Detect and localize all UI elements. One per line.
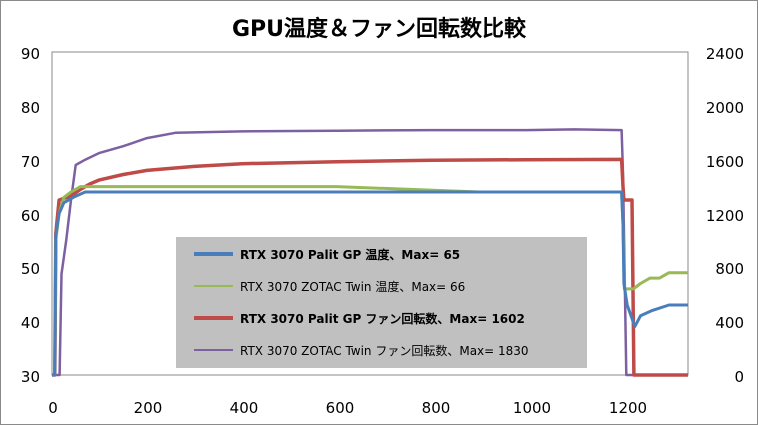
y-left-tick: 60 xyxy=(21,207,40,225)
x-tick: 800 xyxy=(422,399,451,417)
y-right-tick: 2400 xyxy=(706,45,744,63)
x-tick: 200 xyxy=(134,399,163,417)
x-tick: 1000 xyxy=(513,399,551,417)
y-right-tick: 800 xyxy=(715,260,744,278)
y-right-ticks: 2400 2000 1600 1200 800 400 0 xyxy=(706,45,744,386)
x-tick: 0 xyxy=(48,399,58,417)
x-tick: 600 xyxy=(326,399,355,417)
legend-label-palit-temp: RTX 3070 Palit GP 温度、Max= 65 xyxy=(240,247,460,262)
x-tick: 400 xyxy=(230,399,259,417)
y-right-tick: 1600 xyxy=(706,153,744,171)
legend-box xyxy=(176,237,587,368)
y-right-tick: 2000 xyxy=(706,99,744,117)
legend-label-palit-fan: RTX 3070 Palit GP ファン回転数、Max= 1602 xyxy=(240,311,525,326)
y-left-tick: 40 xyxy=(21,314,40,332)
y-right-tick: 400 xyxy=(715,314,744,332)
legend: RTX 3070 Palit GP 温度、Max= 65 RTX 3070 ZO… xyxy=(176,237,587,368)
y-left-tick: 30 xyxy=(21,368,40,386)
legend-label-zotac-fan: RTX 3070 ZOTAC Twin ファン回転数、Max= 1830 xyxy=(240,343,529,358)
x-tick: 1200 xyxy=(609,399,647,417)
legend-label-zotac-temp: RTX 3070 ZOTAC Twin 温度、Max= 66 xyxy=(240,279,465,294)
y-left-ticks: 90 80 70 60 50 40 30 xyxy=(21,45,40,386)
y-right-tick: 1200 xyxy=(706,207,744,225)
y-right-tick: 0 xyxy=(734,368,744,386)
x-ticks: 0 200 400 600 800 1000 1200 xyxy=(48,399,647,417)
y-left-tick: 80 xyxy=(21,99,40,117)
series-line-zotac-fan xyxy=(52,128,688,377)
y-left-tick: 90 xyxy=(21,45,40,63)
series-line-palit-temp xyxy=(52,190,688,377)
series-layer xyxy=(52,128,688,377)
y-left-tick: 70 xyxy=(21,153,40,171)
y-left-tick: 50 xyxy=(21,260,40,278)
chart-title: GPU温度＆ファン回転数比較 xyxy=(232,16,527,42)
